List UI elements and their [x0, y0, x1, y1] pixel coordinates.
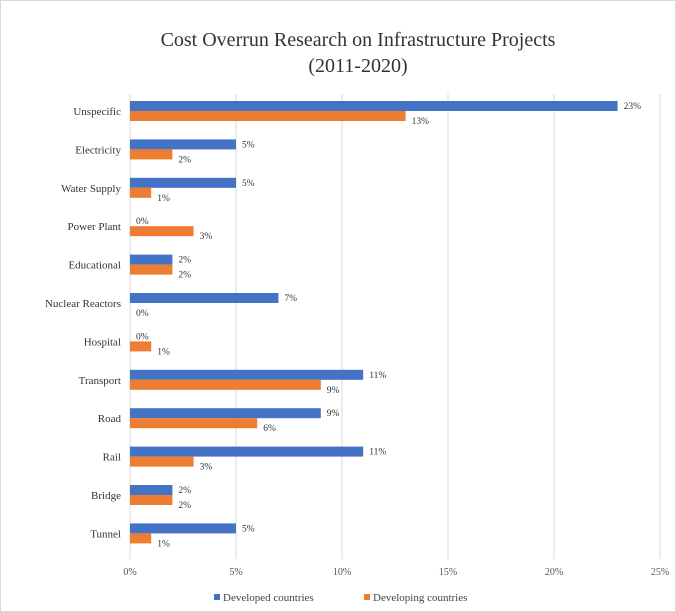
bar-developing-countries-electricity [130, 149, 173, 160]
category-label-transport: Transport [79, 375, 121, 387]
data-label-developing-countries-water-supply: 1% [157, 194, 170, 204]
category-label-educational: Educational [68, 260, 121, 272]
chart-title: Cost Overrun Research on Infrastructure … [161, 29, 556, 51]
bars [130, 101, 618, 544]
data-label-developed-countries-bridge: 2% [178, 486, 191, 496]
x-tick-label: 20% [545, 567, 563, 578]
bar-developing-countries-water-supply [130, 187, 152, 198]
category-label-tunnel: Tunnel [90, 528, 121, 540]
bar-developed-countries-nuclear-reactors [130, 293, 279, 303]
chart-subtitle: (2011-2020) [308, 55, 407, 77]
data-label-developing-countries-educational: 2% [178, 271, 191, 281]
data-label-developing-countries-rail: 3% [200, 463, 213, 473]
data-label-developing-countries-hospital: 1% [157, 347, 170, 357]
bar-developing-countries-power-plant [130, 226, 194, 237]
bar-developed-countries-tunnel [130, 523, 236, 534]
data-label-developed-countries-power-plant: 0% [136, 217, 149, 227]
y-axis-categories: Unspecific Electricity Water Supply Power P… [45, 106, 122, 540]
x-tick-label: 5% [229, 567, 242, 578]
legend-swatch-developed-countries [214, 594, 220, 600]
data-label-developed-countries-hospital: 0% [136, 332, 149, 342]
bar-developed-countries-transport [130, 369, 364, 380]
bar-developing-countries-unspecific [130, 111, 406, 121]
data-label-developing-countries-bridge: 2% [178, 501, 191, 511]
legend-label-developed-countries: Developed countries [223, 592, 314, 604]
category-label-nuclear-reactors: Nuclear Reactors [45, 298, 121, 310]
bar-developed-countries-rail [130, 446, 364, 457]
data-label-developed-countries-educational: 2% [178, 256, 191, 266]
category-label-electricity: Electricity [75, 144, 121, 156]
category-label-bridge: Bridge [91, 490, 121, 502]
data-label-developed-countries-electricity: 5% [242, 140, 255, 150]
bar-developing-countries-bridge [130, 495, 173, 505]
legend: Developed countries Developing countries [214, 592, 467, 604]
data-label-developed-countries-road: 9% [327, 409, 340, 419]
bar-developed-countries-educational [130, 254, 173, 265]
data-label-developing-countries-unspecific: 13% [412, 117, 430, 127]
data-label-developed-countries-tunnel: 5% [242, 524, 255, 534]
bar-developing-countries-road [130, 418, 258, 429]
bar-developed-countries-water-supply [130, 177, 236, 188]
x-tick-label: 0% [123, 567, 136, 578]
bar-developed-countries-unspecific [130, 101, 618, 111]
category-label-power-plant: Power Plant [68, 221, 121, 233]
bar-developed-countries-bridge [130, 485, 173, 495]
bar-developing-countries-educational [130, 264, 173, 275]
bar-developing-countries-tunnel [130, 533, 152, 544]
bar-developing-countries-rail [130, 456, 194, 467]
category-label-hospital: Hospital [84, 336, 121, 348]
bar-developing-countries-hospital [130, 341, 152, 352]
data-label-developing-countries-power-plant: 3% [200, 232, 213, 242]
data-label-developing-countries-road: 6% [263, 424, 276, 434]
data-label-developing-countries-transport: 9% [327, 386, 340, 396]
legend-label-developing-countries: Developing countries [373, 592, 467, 604]
x-tick-label: 25% [651, 567, 669, 578]
category-label-water-supply: Water Supply [61, 183, 121, 195]
x-axis-ticks: 0% 5% 10% 15% 20% 25% [123, 567, 669, 578]
x-tick-label: 10% [333, 567, 351, 578]
data-label-developing-countries-tunnel: 1% [157, 539, 170, 549]
data-label-developed-countries-water-supply: 5% [242, 179, 255, 189]
x-tick-label: 15% [439, 567, 457, 578]
category-label-unspecific: Unspecific [73, 106, 121, 118]
legend-swatch-developing-countries [364, 594, 370, 600]
bar-developed-countries-electricity [130, 139, 236, 150]
data-label-developed-countries-nuclear-reactors: 7% [284, 294, 297, 304]
category-label-rail: Rail [103, 452, 121, 464]
category-label-road: Road [98, 413, 122, 425]
data-label-developing-countries-electricity: 2% [178, 155, 191, 165]
data-label-developed-countries-unspecific: 23% [624, 102, 642, 112]
gridlines [129, 94, 661, 559]
bar-developing-countries-transport [130, 379, 321, 390]
data-label-developed-countries-transport: 11% [369, 371, 386, 381]
data-label-developed-countries-rail: 11% [369, 448, 386, 458]
data-label-developing-countries-nuclear-reactors: 0% [136, 309, 149, 319]
data-labels: 23% 13% 5% 2% 5% 1% 0% 3% 2% 2% 7% 0% 0% 1% 11% 9% 9% 6% 1… [136, 102, 641, 549]
bar-developed-countries-road [130, 408, 321, 419]
